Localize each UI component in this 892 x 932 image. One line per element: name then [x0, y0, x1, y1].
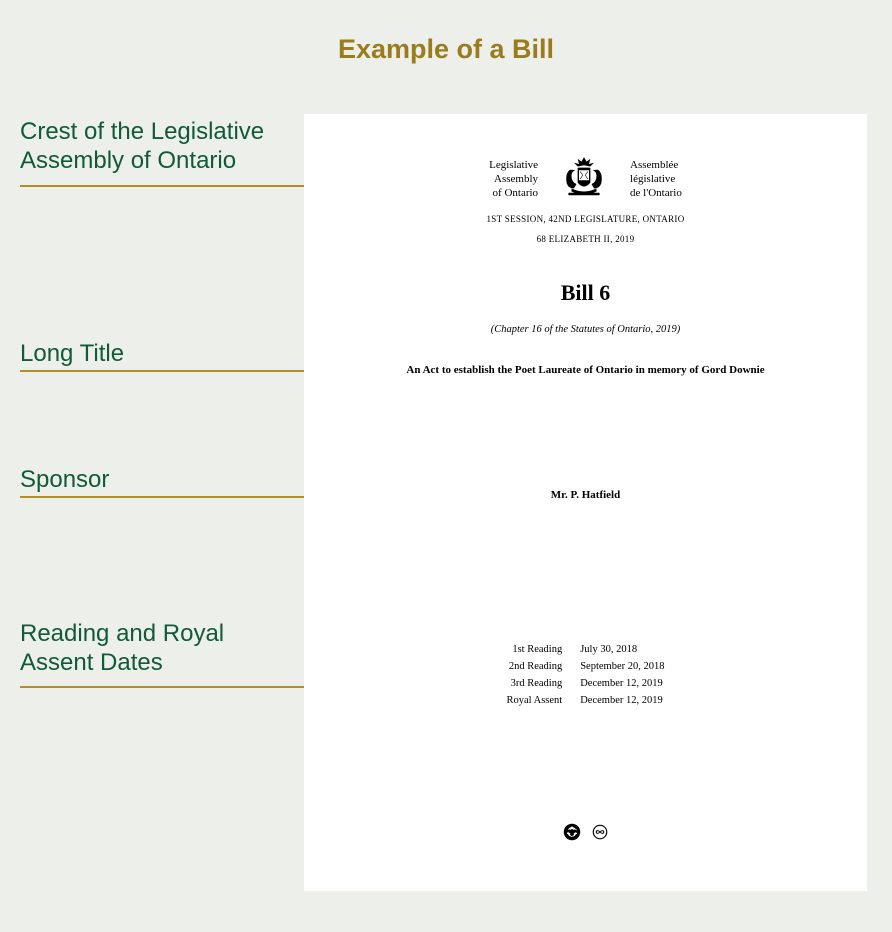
reading-dates-table: 1st ReadingJuly 30, 2018 2nd ReadingSept…	[497, 640, 675, 710]
crest-block: Legislative Assembly of Ontario	[304, 154, 867, 244]
table-row: 2nd ReadingSeptember 20, 2018	[499, 659, 673, 674]
session-line-2: 68 ELIZABETH II, 2019	[304, 234, 867, 244]
table-row: 3rd ReadingDecember 12, 2019	[499, 676, 673, 691]
crest-label-fr: Assemblée législative de l'Ontario	[630, 158, 682, 201]
annotation-crest: Crest of the Legislative Assembly of Ont…	[20, 118, 280, 176]
annotation-long-title: Long Title	[20, 340, 124, 369]
recycle-icon	[563, 823, 581, 841]
bill-number: Bill 6	[304, 280, 867, 306]
bill-document: Legislative Assembly of Ontario	[304, 114, 867, 891]
coat-of-arms-icon	[550, 154, 618, 204]
session-line-1: 1ST SESSION, 42ND LEGISLATURE, ONTARIO	[304, 214, 867, 224]
bill-long-title: An Act to establish the Poet Laureate of…	[304, 364, 867, 376]
infinity-icon	[591, 823, 609, 841]
table-row: 1st ReadingJuly 30, 2018	[499, 642, 673, 657]
annotation-dates: Reading and Royal Assent Dates	[20, 620, 240, 678]
arrow-long-title	[20, 370, 338, 372]
table-row: Royal AssentDecember 12, 2019	[499, 693, 673, 708]
annotation-sponsor: Sponsor	[20, 466, 109, 495]
bill-sponsor: Mr. P. Hatfield	[304, 489, 867, 501]
bill-chapter: (Chapter 16 of the Statutes of Ontario, …	[304, 324, 867, 335]
crest-label-en: Legislative Assembly of Ontario	[489, 158, 538, 201]
page-title: Example of a Bill	[0, 34, 892, 65]
footer-icons	[304, 823, 867, 841]
